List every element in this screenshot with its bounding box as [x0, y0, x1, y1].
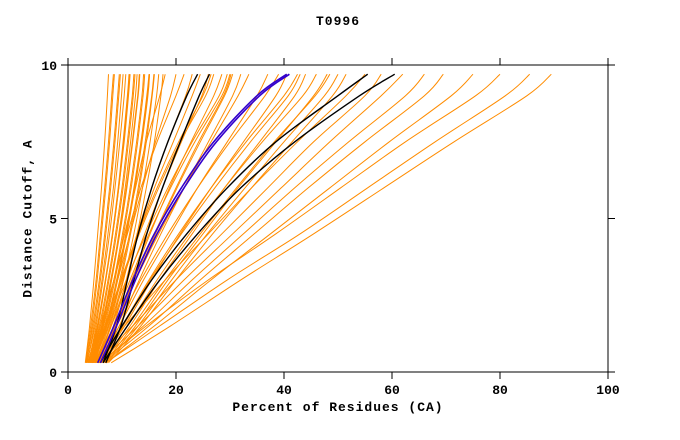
- curve-orange: [97, 73, 269, 364]
- curve-orange: [94, 74, 231, 364]
- curve-orange: [100, 73, 425, 364]
- curve-orange: [91, 74, 166, 363]
- curve-orange: [85, 74, 114, 363]
- curve-orange: [94, 73, 382, 364]
- curve-orange: [102, 73, 307, 364]
- x-tick-label: 40: [276, 383, 292, 398]
- curve-orange: [99, 73, 288, 364]
- y-tick-label: 5: [49, 213, 57, 228]
- x-tick-label: 60: [384, 383, 400, 398]
- curve-orange: [85, 74, 115, 363]
- curve-orange: [110, 73, 552, 364]
- curve-orange: [90, 74, 145, 363]
- curve-orange: [88, 74, 131, 363]
- curve-orange: [90, 74, 212, 363]
- curve-orange: [87, 74, 130, 363]
- x-tick-label: 0: [64, 383, 72, 398]
- curve-orange: [100, 73, 501, 364]
- curve-orange: [90, 74, 138, 363]
- curve-orange: [106, 73, 339, 364]
- curve-orange: [102, 73, 444, 364]
- x-tick-label: 20: [168, 383, 184, 398]
- curve-orange: [88, 74, 127, 363]
- curve-orange: [97, 73, 404, 364]
- curve-orange: [91, 73, 366, 364]
- x-tick-label: 100: [596, 383, 620, 398]
- curve-orange: [105, 73, 328, 364]
- curve-black: [102, 73, 396, 364]
- curve-orange: [105, 73, 531, 364]
- curve-orange: [86, 74, 124, 363]
- curve-orange: [92, 74, 228, 364]
- y-tick-label: 10: [41, 59, 57, 74]
- curve-black: [105, 73, 211, 364]
- curve-orange: [91, 74, 141, 363]
- curve-black: [99, 73, 369, 364]
- curve-orange: [89, 74, 185, 363]
- curve-blue: [96, 73, 288, 364]
- series-lines: [84, 73, 552, 364]
- curve-orange: [108, 73, 347, 364]
- curve-orange: [86, 74, 121, 363]
- x-tick-label: 80: [492, 383, 508, 398]
- curve-orange: [85, 74, 120, 363]
- curve-orange: [98, 73, 301, 364]
- curve-orange: [105, 73, 474, 364]
- x-axis-label: Percent of Residues (CA): [232, 400, 444, 415]
- curve-orange: [93, 74, 201, 363]
- curve-orange: [91, 74, 215, 363]
- curve-orange: [84, 74, 109, 363]
- curve-orange: [88, 74, 135, 363]
- y-tick-label: 0: [49, 366, 57, 381]
- curve-blue: [99, 73, 290, 364]
- chart-title: T0996: [315, 14, 360, 29]
